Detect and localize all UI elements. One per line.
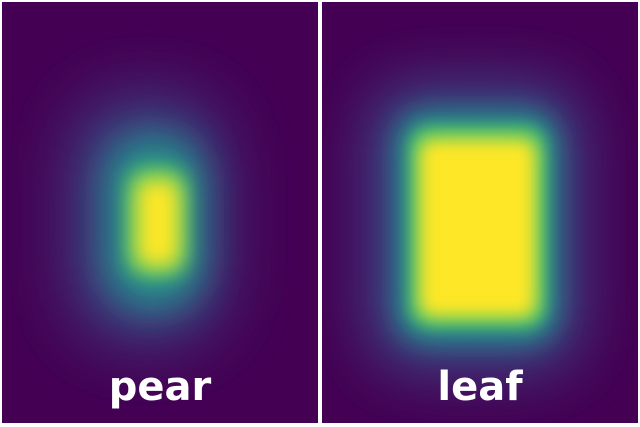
panel-label: leaf [437,364,523,410]
heatmap-peak [420,140,535,316]
heatmap-pear [2,2,318,423]
panel-label: pear [108,364,212,410]
heatmap-peak [137,180,179,266]
heatmap-panel-leaf: leaf [322,2,638,423]
heatmap-leaf [322,2,638,423]
heatmap-panel-pear: pear [2,2,318,423]
